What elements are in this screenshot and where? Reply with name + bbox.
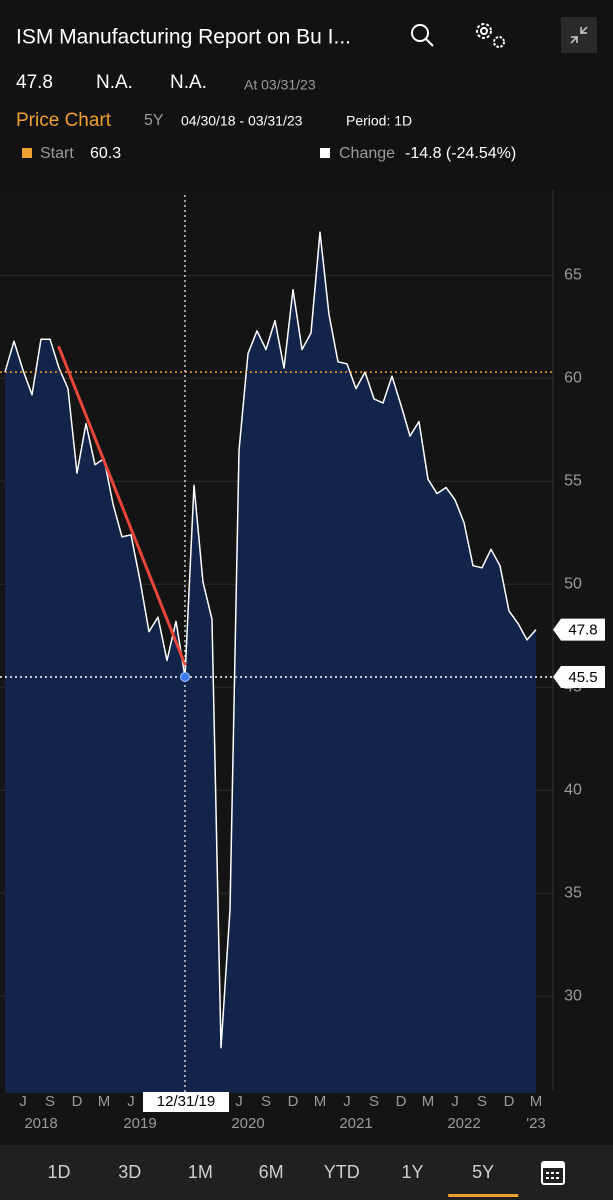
tab-bar <box>0 1145 613 1200</box>
x-tick-label: J <box>451 1093 459 1110</box>
collapse-bg <box>561 17 597 53</box>
as-of: At 03/31/23 <box>244 77 316 93</box>
x-tick-label: S <box>45 1093 55 1110</box>
last-value-label: 47.8 <box>568 622 597 639</box>
tab-title[interactable]: Price Chart <box>16 110 112 131</box>
change-value: -14.8 (-24.54%) <box>405 145 516 162</box>
crosshair-value-box <box>553 665 605 688</box>
gear-small <box>493 36 505 48</box>
x-tick-label: J <box>343 1093 351 1110</box>
x-year-label: '23 <box>526 1115 546 1132</box>
range-code[interactable]: 5Y <box>144 112 164 129</box>
search-circle <box>411 24 429 42</box>
calendar-button[interactable] <box>541 1161 565 1185</box>
crosshair-date: 12/31/19 <box>157 1093 215 1110</box>
y-tick-label: 35 <box>564 884 582 901</box>
crosshair-value: 45.5 <box>568 669 597 686</box>
start-label: Start <box>40 145 74 162</box>
x-tick-label: D <box>72 1093 83 1110</box>
field-3: N.A. <box>170 72 207 93</box>
x-tick-label: D <box>288 1093 299 1110</box>
search-icon[interactable] <box>411 24 434 47</box>
range-tab[interactable]: 1Y <box>401 1162 423 1182</box>
x-year-label: 2020 <box>231 1115 264 1132</box>
x-tick-label: J <box>235 1093 243 1110</box>
x-tick-label: J <box>19 1093 27 1110</box>
period: Period: 1D <box>346 113 412 129</box>
x-tick-label: M <box>314 1093 327 1110</box>
collapse-arrows <box>570 26 588 44</box>
x-tick-label: M <box>422 1093 435 1110</box>
collapse-button[interactable] <box>561 17 597 53</box>
date-range: 04/30/18 - 03/31/23 <box>181 113 303 129</box>
gear-large-hub <box>480 27 488 35</box>
last-value: 47.8 <box>16 72 53 93</box>
range-tab[interactable]: 3D <box>118 1162 141 1182</box>
trendline <box>57 345 187 667</box>
price-line <box>4 231 537 1049</box>
title: ISM Manufacturing Report on Bu I... <box>16 26 351 49</box>
range-tab[interactable]: 5Y <box>472 1162 494 1182</box>
range-tab[interactable]: YTD <box>324 1162 360 1182</box>
plot <box>4 231 537 1094</box>
calendar-top <box>542 1162 564 1168</box>
calendar-days <box>546 1172 559 1179</box>
settings-icon[interactable] <box>476 23 505 48</box>
x-tick-label: D <box>504 1093 515 1110</box>
gear-large <box>476 23 492 39</box>
active-tab-underline <box>448 1194 519 1197</box>
start-swatch <box>22 148 32 158</box>
x-tick-label: S <box>369 1093 379 1110</box>
tabs: 1D 3D 1M 6M YTD 1Y 5Y <box>47 1162 519 1197</box>
range-tab[interactable]: 1M <box>188 1162 213 1182</box>
overlay: 45.5 12/31/19 47.8 <box>0 195 605 1112</box>
x-year-label: 2018 <box>24 1115 57 1132</box>
x-tick-label: M <box>530 1093 543 1110</box>
start-value: 60.3 <box>90 145 121 162</box>
y-tick-label: 60 <box>564 370 582 387</box>
search-handle <box>425 38 434 47</box>
x-tick-label: D <box>396 1093 407 1110</box>
range-tab[interactable]: 6M <box>259 1162 284 1182</box>
x-tick-label: J <box>127 1093 135 1110</box>
field-2: N.A. <box>96 72 133 93</box>
change-label: Change <box>339 145 395 162</box>
y-tick-label: 50 <box>564 575 582 592</box>
x-tick-label: S <box>261 1093 271 1110</box>
y-tick-label: 30 <box>564 987 582 1004</box>
last-value-box <box>553 618 605 641</box>
y-tick-label: 65 <box>564 267 582 284</box>
x-year-label: 2022 <box>447 1115 480 1132</box>
y-tick-label: 40 <box>564 781 582 798</box>
crosshair-date-box <box>143 1092 229 1112</box>
x-year-label: 2019 <box>123 1115 156 1132</box>
range-tab[interactable]: 1D <box>47 1162 70 1182</box>
change-swatch <box>320 148 330 158</box>
x-year-label: 2021 <box>339 1115 372 1132</box>
area-fill <box>5 232 536 1094</box>
y-tick-label: 55 <box>564 473 582 490</box>
x-tick-label: M <box>98 1093 111 1110</box>
x-tick-label: S <box>477 1093 487 1110</box>
crosshair-point <box>180 671 190 682</box>
